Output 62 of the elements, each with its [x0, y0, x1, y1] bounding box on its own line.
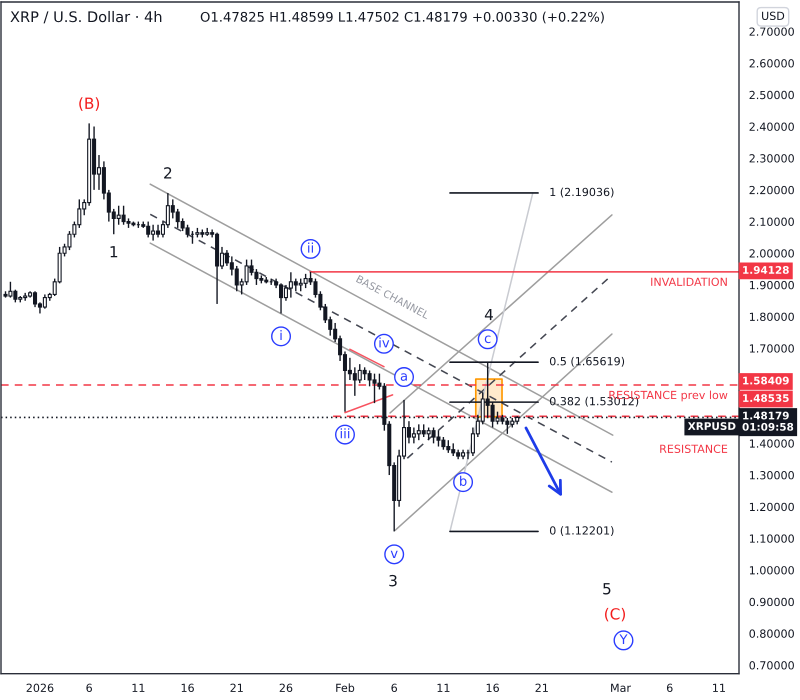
y-tick-label: 1.10000 — [750, 534, 794, 543]
x-tick-label: 16 — [182, 684, 194, 692]
data-label: 1.48179 01:09:58 — [742, 412, 794, 431]
x-tick-label: 6 — [666, 684, 673, 692]
x-tick-label: Feb — [336, 683, 354, 692]
annotation: 1 — [110, 246, 118, 258]
text: O1.47825 H1.48599 L1.47502 C1.48179 +0.00330 (+0.22%) — [200, 12, 604, 24]
annotation: RESISTANCE — [660, 444, 728, 454]
annotation: b — [460, 476, 467, 486]
y-tick-label: 1.90000 — [750, 280, 794, 290]
annotation: 4 — [484, 309, 493, 320]
series-label: XRPUSD — [688, 422, 736, 430]
y-tick-label: 2.60000 — [750, 59, 794, 68]
annotation: ii — [308, 242, 313, 253]
x-tick-label: 11 — [438, 684, 450, 692]
x-tick-label: 6 — [391, 684, 398, 692]
annotation: (B) — [79, 97, 100, 111]
annotation: a — [400, 373, 407, 381]
x-tick-label: 11 — [713, 684, 725, 692]
annotation: 1 (2.19036) — [550, 188, 614, 198]
y-tick-label: 1.40000 — [750, 439, 794, 448]
x-tick-label: 26 — [280, 684, 292, 692]
data-label: 1.58409 — [743, 376, 789, 385]
annotation: iii — [340, 428, 350, 438]
annotation: c — [484, 336, 490, 344]
annotation: 3 — [389, 574, 397, 586]
data-label: 1.94128 — [743, 266, 789, 274]
annotation: INVALIDATION — [651, 278, 727, 286]
y-tick-label: 2.20000 — [750, 186, 794, 194]
y-tick-label: 2.00000 — [750, 249, 794, 258]
y-tick-label: 1.80000 — [750, 312, 794, 321]
x-tick-label: 21 — [230, 684, 243, 692]
annotation: 0 (1.12201) — [550, 526, 614, 536]
x-tick-label: 16 — [486, 684, 499, 692]
y-tick-label: 2.40000 — [750, 122, 794, 131]
y-tick-label: 0.90000 — [749, 598, 794, 606]
text: XRP / U.S. Dollar · 4h — [10, 10, 162, 24]
x-tick-label: 2026 — [26, 684, 54, 692]
x-tick-label: Mar — [611, 684, 631, 692]
annotation: 2 — [164, 167, 172, 179]
annotation: v — [390, 550, 398, 558]
x-tick-label: 21 — [536, 684, 548, 692]
y-tick-label: 2.70000 — [750, 27, 794, 36]
y-axis-title: USD — [762, 12, 784, 20]
x-tick-label: 6 — [86, 684, 92, 692]
y-tick-label: 1.20000 — [750, 502, 794, 512]
y-tick-label: 1.30000 — [750, 471, 794, 480]
annotation: iv — [379, 337, 390, 348]
y-tick-label: 2.10000 — [750, 218, 794, 226]
y-tick-label: 2.50000 — [750, 90, 794, 100]
data-label: 1.48535 — [743, 394, 789, 402]
y-tick-label: 1.00000 — [750, 566, 794, 574]
annotation: 5 — [603, 583, 610, 594]
y-tick-label: 2.30000 — [750, 154, 794, 163]
annotation: i — [280, 330, 282, 340]
annotation: 0.5 (1.65619) — [550, 356, 624, 367]
annotation: (C) — [605, 608, 625, 622]
y-tick-label: 1.70000 — [750, 344, 794, 353]
x-tick-label: 11 — [132, 684, 144, 692]
annotation: Y — [619, 634, 628, 644]
y-tick-label: 0.70000 — [749, 661, 794, 670]
y-tick-label: 0.80000 — [749, 629, 794, 638]
